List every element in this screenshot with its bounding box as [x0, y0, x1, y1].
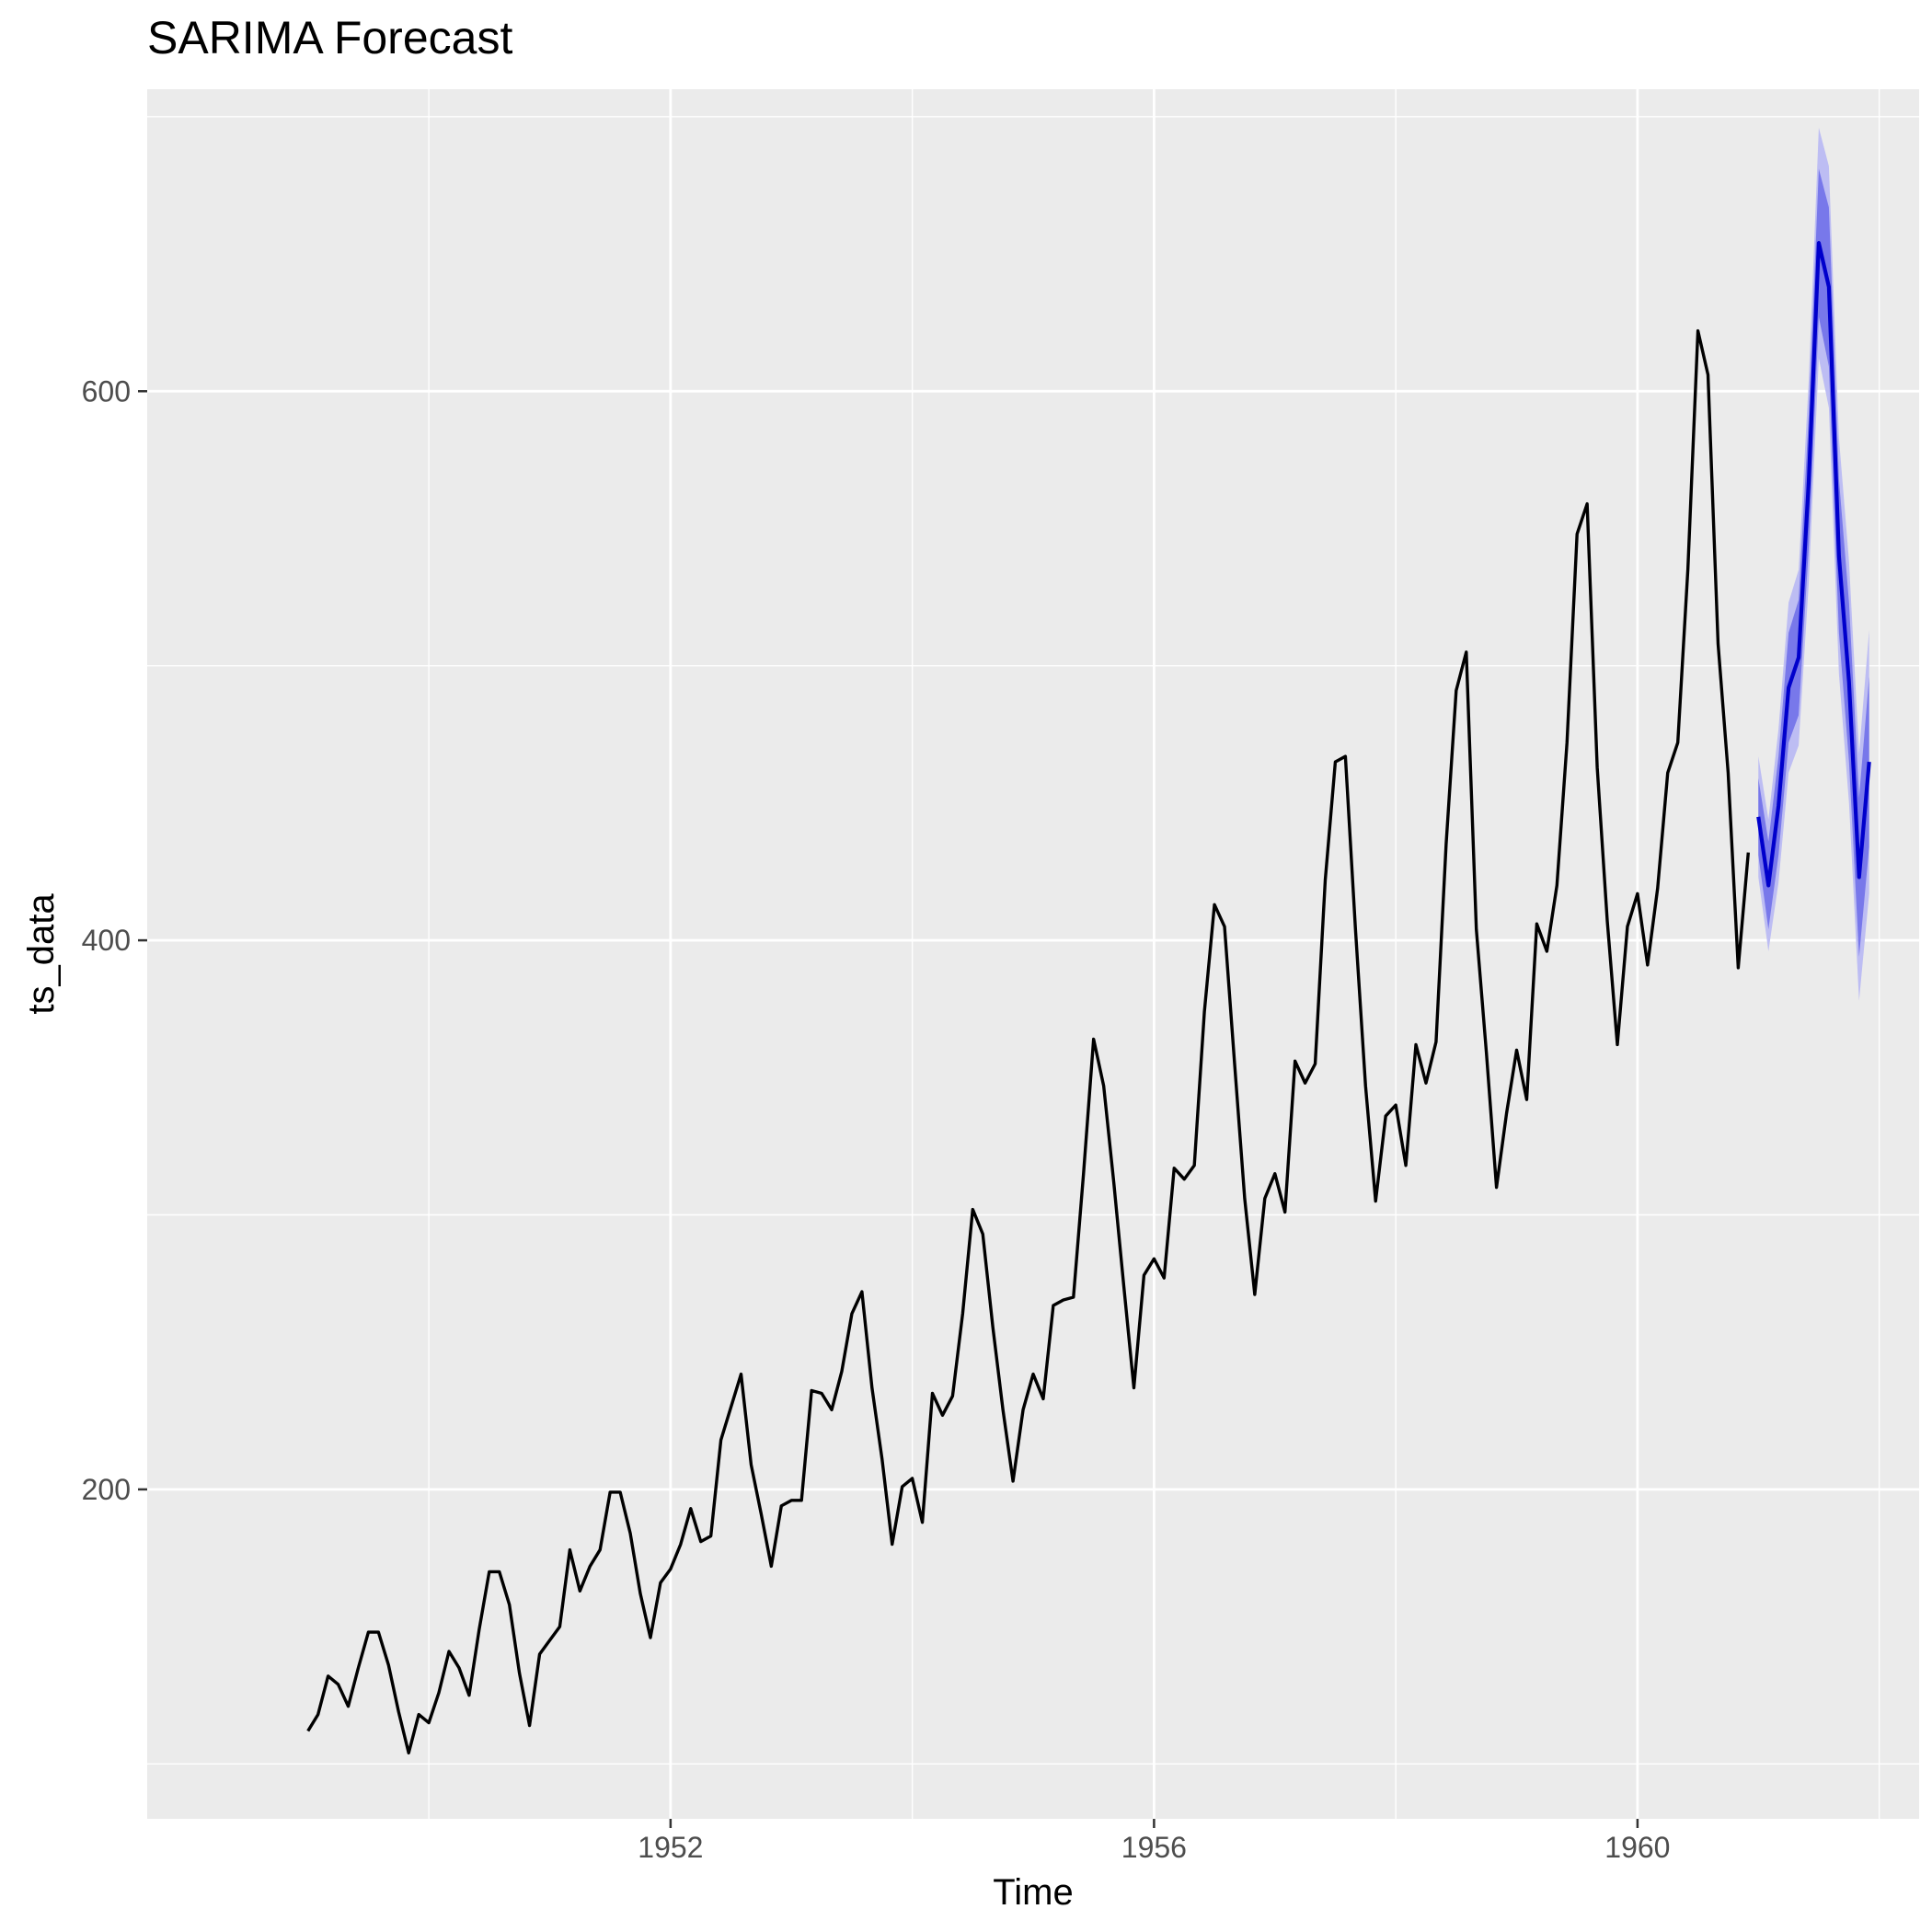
forecast-intervals: [1758, 127, 1869, 1001]
plot-panel: [147, 89, 1919, 1819]
x-tick-label: 1960: [1604, 1831, 1670, 1864]
interval-95-band: [1758, 127, 1869, 1001]
y-tick-label: 200: [82, 1473, 131, 1506]
y-tick-label: 600: [82, 374, 131, 408]
y-axis-title: ts_data: [21, 893, 62, 1015]
x-tick-label: 1952: [638, 1831, 703, 1864]
grid-lines: [147, 89, 1919, 1819]
interval-80-band: [1758, 168, 1869, 957]
series-lines: [306, 241, 1871, 1755]
x-axis-title: Time: [993, 1872, 1073, 1913]
x-tick-label: 1956: [1121, 1831, 1187, 1864]
chart-title: SARIMA Forecast: [147, 12, 512, 63]
y-tick-label: 400: [82, 924, 131, 957]
axes: 1952 1956 1960 200 400 600: [82, 374, 1671, 1864]
observed-line: [306, 328, 1751, 1755]
forecast-line: [1756, 241, 1871, 888]
